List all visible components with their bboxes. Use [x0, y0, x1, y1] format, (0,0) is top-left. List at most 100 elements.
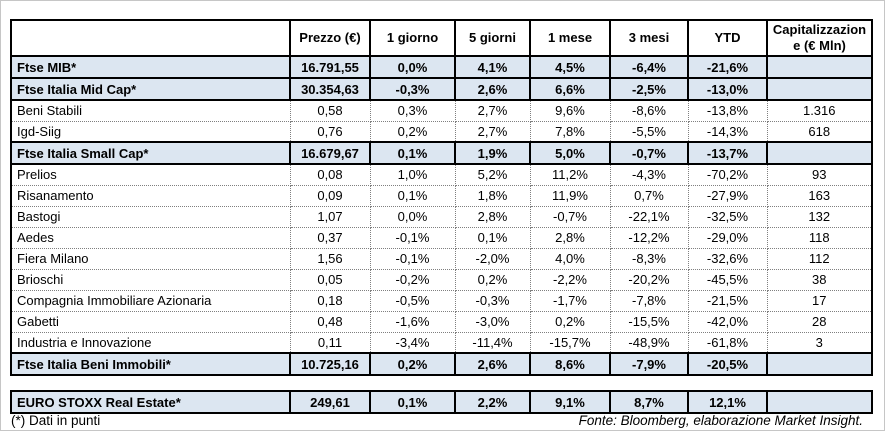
row-value-cell	[766, 141, 873, 165]
row-value-cell: -20,2%	[609, 268, 689, 291]
row-value-cell: 0,37	[289, 226, 371, 249]
row-value-cell: 0,08	[289, 163, 371, 186]
row-value-cell: 2,7%	[454, 120, 531, 143]
row-value-cell: 17	[766, 289, 873, 312]
row-value-cell	[766, 77, 873, 101]
row-value-cell: -21,6%	[687, 55, 768, 79]
row-value-cell: 5,2%	[454, 163, 531, 186]
table-row: Beni Stabili 0,58 0,3% 2,7% 9,6% -8,6% -13,8% 1…	[10, 99, 873, 122]
row-value-cell: 249,61	[289, 390, 371, 414]
row-value-cell: -61,8%	[687, 331, 768, 354]
row-value-cell: 1.316	[766, 99, 873, 122]
row-value-cell: -13,8%	[687, 99, 768, 122]
row-value-cell: 1,07	[289, 205, 371, 228]
row-value-cell: 0,0%	[369, 205, 456, 228]
row-value-cell	[766, 55, 873, 79]
table-row: Aedes 0,37 -0,1% 0,1% 2,8% -12,2% -29,0% 118	[10, 226, 873, 249]
row-value-cell: -20,5%	[687, 352, 768, 376]
row-value-cell: -42,0%	[687, 310, 768, 333]
row-name-cell: Ftse Italia Beni Immobili*	[10, 352, 291, 376]
row-value-cell: -70,2%	[687, 163, 768, 186]
row-value-cell: 0,58	[289, 99, 371, 122]
row-value-cell: 7,8%	[529, 120, 611, 143]
row-value-cell: -21,5%	[687, 289, 768, 312]
row-value-cell: 0,1%	[369, 390, 456, 414]
row-value-cell: -32,6%	[687, 247, 768, 270]
row-name-cell: Aedes	[10, 226, 291, 249]
row-name-cell: Beni Stabili	[10, 99, 291, 122]
table-row: Gabetti 0,48 -1,6% -3,0% 0,2% -15,5% -42,0% 28	[10, 310, 873, 333]
row-value-cell: -4,3%	[609, 163, 689, 186]
row-name-cell: Igd-Siig	[10, 120, 291, 143]
row-value-cell: -1,6%	[369, 310, 456, 333]
column-header-market-cap: Capitalizzazione (€ Mln)	[766, 19, 873, 57]
table-row: Prelios 0,08 1,0% 5,2% 11,2% -4,3% -70,2% 93	[10, 163, 873, 186]
row-value-cell	[766, 390, 873, 414]
main-table-body: Ftse MIB* 16.791,55 0,0% 4,1% 4,5% -6,4% -21,6…	[10, 55, 873, 376]
row-value-cell: 0,18	[289, 289, 371, 312]
row-value-cell: -0,7%	[609, 141, 689, 165]
column-header-5days: 5 giorni	[454, 19, 531, 57]
row-value-cell: -0,2%	[369, 268, 456, 291]
row-value-cell: -27,9%	[687, 184, 768, 207]
column-header-ytd: YTD	[687, 19, 768, 57]
row-value-cell: 1,56	[289, 247, 371, 270]
row-value-cell: 4,1%	[454, 55, 531, 79]
row-value-cell: 163	[766, 184, 873, 207]
row-value-cell: 8,7%	[609, 390, 689, 414]
row-value-cell: 2,6%	[454, 352, 531, 376]
row-value-cell: -0,1%	[369, 226, 456, 249]
row-value-cell: 0,1%	[369, 184, 456, 207]
footer-row: (*) Dati in punti Fonte: Bloomberg, elab…	[11, 413, 863, 428]
row-value-cell: -0,3%	[369, 77, 456, 101]
row-value-cell	[766, 352, 873, 376]
table-row: Ftse MIB* 16.791,55 0,0% 4,1% 4,5% -6,4% -21,6…	[10, 55, 873, 79]
row-value-cell: -12,2%	[609, 226, 689, 249]
row-value-cell: -13,0%	[687, 77, 768, 101]
source-note: Fonte: Bloomberg, elaborazione Market In…	[578, 413, 863, 428]
column-header-price: Prezzo (€)	[289, 19, 371, 57]
header-row: Prezzo (€) 1 giorno 5 giorni 1 mese 3 me…	[10, 19, 873, 57]
row-value-cell: 12,1%	[687, 390, 768, 414]
row-value-cell: 11,2%	[529, 163, 611, 186]
row-value-cell: 16.679,67	[289, 141, 371, 165]
row-value-cell: -29,0%	[687, 226, 768, 249]
table-row: Compagnia Immobiliare Azionaria 0,18 -0,5%…	[10, 289, 873, 312]
row-value-cell: -7,9%	[609, 352, 689, 376]
row-value-cell: 0,2%	[369, 120, 456, 143]
row-name-cell: EURO STOXX Real Estate*	[10, 390, 291, 414]
row-value-cell: -0,5%	[369, 289, 456, 312]
row-value-cell: 618	[766, 120, 873, 143]
row-value-cell: 5,0%	[529, 141, 611, 165]
row-value-cell: 0,2%	[454, 268, 531, 291]
row-name-cell: Industria e Innovazione	[10, 331, 291, 354]
row-value-cell: 0,7%	[609, 184, 689, 207]
row-value-cell: -15,7%	[529, 331, 611, 354]
row-value-cell: -48,9%	[609, 331, 689, 354]
row-value-cell: -2,2%	[529, 268, 611, 291]
row-value-cell: 132	[766, 205, 873, 228]
table-row: Bastogi 1,07 0,0% 2,8% -0,7% -22,1% -32,5% 132	[10, 205, 873, 228]
column-header-1month: 1 mese	[529, 19, 611, 57]
row-value-cell: 6,6%	[529, 77, 611, 101]
row-name-cell: Gabetti	[10, 310, 291, 333]
row-name-cell: Prelios	[10, 163, 291, 186]
performance-table: Prezzo (€) 1 giorno 5 giorni 1 mese 3 me…	[10, 19, 873, 376]
row-value-cell: 30.354,63	[289, 77, 371, 101]
table-row: Brioschi 0,05 -0,2% 0,2% -2,2% -20,2% -45,5% 38	[10, 268, 873, 291]
row-value-cell: 9,6%	[529, 99, 611, 122]
row-name-cell: Ftse Italia Mid Cap*	[10, 77, 291, 101]
row-value-cell: 0,05	[289, 268, 371, 291]
row-value-cell: 0,2%	[529, 310, 611, 333]
row-value-cell: 16.791,55	[289, 55, 371, 79]
row-value-cell: -6,4%	[609, 55, 689, 79]
row-value-cell: 9,1%	[529, 390, 611, 414]
row-value-cell: 3	[766, 331, 873, 354]
row-name-cell: Ftse Italia Small Cap*	[10, 141, 291, 165]
row-value-cell: -15,5%	[609, 310, 689, 333]
row-name-cell: Brioschi	[10, 268, 291, 291]
euro-stoxx-table: EURO STOXX Real Estate* 249,61 0,1% 2,2% 9,1…	[10, 390, 873, 414]
table-row: EURO STOXX Real Estate* 249,61 0,1% 2,2% 9,1…	[10, 390, 873, 414]
row-value-cell: -0,7%	[529, 205, 611, 228]
